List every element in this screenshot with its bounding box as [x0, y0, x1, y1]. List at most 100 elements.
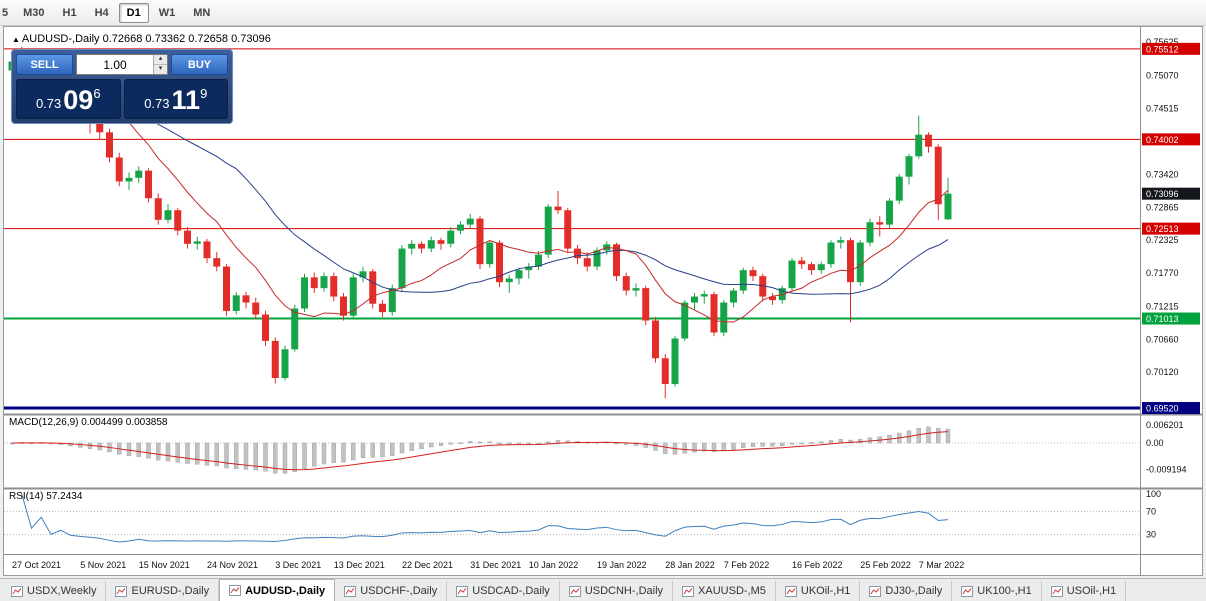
buy-price-display[interactable]: 0.73 11 9 [123, 79, 228, 119]
svg-text:27 Oct 2021: 27 Oct 2021 [12, 560, 61, 570]
chart-tab-usdx-weekly[interactable]: USDX,Weekly [2, 581, 107, 601]
price-axis[interactable]: 0.75625 0.75070 0.74515 0.73420 0.72865 0.723… [1142, 37, 1200, 540]
svg-text:5 Nov 2021: 5 Nov 2021 [80, 560, 126, 570]
svg-text:-0.009194: -0.009194 [1146, 465, 1187, 475]
svg-text:0.70660: 0.70660 [1146, 335, 1179, 345]
chart-icon [344, 585, 357, 597]
volume-stepper[interactable]: ▴ ▾ [76, 54, 168, 75]
svg-text:0.71215: 0.71215 [1146, 301, 1179, 311]
chart-tab-uk100-h1[interactable]: UK100-,H1 [952, 581, 1042, 601]
chart-icon [869, 585, 882, 597]
svg-text:0.71013: 0.71013 [1146, 314, 1179, 324]
svg-text:24 Nov 2021: 24 Nov 2021 [207, 560, 258, 570]
level-lines[interactable] [4, 48, 1140, 410]
svg-text:28 Jan 2022: 28 Jan 2022 [665, 560, 715, 570]
chart-icon [568, 585, 581, 597]
timeframe-toolbar: 5 M30 H1 H4 D1 W1 MN [0, 0, 1206, 26]
svg-text:10 Jan 2022: 10 Jan 2022 [529, 560, 579, 570]
chart-tab-usoil-h1[interactable]: USOil-,H1 [1042, 581, 1127, 601]
sell-price-big: 09 [63, 85, 94, 115]
chart-tab-label: UKOil-,H1 [800, 585, 851, 597]
chart-tab-xauusd-m5[interactable]: XAUUSD-,M5 [673, 581, 776, 601]
chart-icon [1050, 585, 1063, 597]
timeframe-button-H4[interactable]: H4 [87, 3, 117, 23]
rsi-indicator-label: RSI(14) 57.2434 [9, 491, 83, 502]
svg-text:0.72865: 0.72865 [1146, 203, 1179, 213]
svg-text:0.73096: 0.73096 [1146, 189, 1179, 199]
chart-icon [682, 585, 695, 597]
svg-text:3 Dec 2021: 3 Dec 2021 [275, 560, 321, 570]
timeframe-button-M30[interactable]: M30 [15, 3, 52, 23]
svg-text:19 Jan 2022: 19 Jan 2022 [597, 560, 647, 570]
chart-tab-usdchf-daily[interactable]: USDCHF-,Daily [335, 581, 448, 601]
svg-text:100: 100 [1146, 489, 1161, 499]
sell-price-prefix: 0.73 [35, 96, 62, 111]
svg-text:0.75512: 0.75512 [1146, 44, 1179, 54]
chart-icon [961, 585, 974, 597]
svg-text:25 Feb 2022: 25 Feb 2022 [860, 560, 911, 570]
candlesticks [8, 46, 952, 399]
timeframe-button-H1[interactable]: H1 [55, 3, 85, 23]
ma-slow-line [11, 55, 949, 295]
chart-icon [784, 585, 797, 597]
ohlc-values: 0.72668 0.73362 0.72658 0.73096 [102, 33, 271, 45]
chart-icon [11, 585, 23, 597]
svg-text:0.72513: 0.72513 [1146, 224, 1179, 234]
date-axis[interactable]: 27 Oct 2021 5 Nov 2021 15 Nov 2021 24 Nov 2… [12, 560, 964, 570]
timeframe-button-5[interactable]: 5 [0, 3, 13, 23]
volume-increase-button[interactable]: ▴ [154, 55, 167, 65]
svg-text:70: 70 [1146, 506, 1156, 516]
chart-tab-bar: USDX,Weekly EURUSD-,Daily AUDUSD-,Daily USD… [0, 578, 1206, 601]
price-chart: 0.75625 0.75070 0.74515 0.73420 0.72865 0.723… [4, 27, 1202, 575]
chart-tab-label: XAUUSD-,M5 [698, 585, 766, 597]
chart-tab-label: USDCNH-,Daily [584, 585, 664, 597]
macd-signal-line [11, 431, 949, 471]
buy-price-big: 11 [171, 85, 201, 115]
timeframe-button-D1[interactable]: D1 [118, 2, 149, 23]
chart-icon [229, 585, 242, 596]
chart-tab-label: AUDUSD-,Daily [245, 584, 326, 597]
chart-tab-dj30-daily[interactable]: DJ30-,Daily [860, 581, 953, 601]
svg-text:0.00: 0.00 [1146, 438, 1164, 448]
collapse-arrow-icon[interactable]: ▲ [12, 35, 20, 44]
chart-tab-usdcnh-daily[interactable]: USDCNH-,Daily [560, 581, 674, 601]
chart-tab-label: EURUSD-,Daily [131, 585, 210, 597]
chart-tab-label: USDCAD-,Daily [472, 585, 550, 597]
sell-price-sup: 6 [93, 86, 101, 101]
volume-spinner[interactable]: ▴ ▾ [153, 55, 167, 74]
chart-tab-label: USDCHF-,Daily [360, 585, 438, 597]
buy-price-prefix: 0.73 [144, 96, 170, 111]
chart-tab-ukoil-h1[interactable]: UKOil-,H1 [776, 581, 861, 601]
ma-fast-line [11, 55, 949, 323]
chart-icon [456, 585, 469, 597]
svg-text:0.74515: 0.74515 [1146, 104, 1179, 114]
chart-tab-eurusd-daily[interactable]: EURUSD-,Daily [106, 581, 220, 601]
macd-histogram [9, 426, 951, 474]
svg-text:0.74002: 0.74002 [1146, 135, 1179, 145]
sell-button[interactable]: SELL [16, 54, 73, 75]
panel-separators[interactable] [4, 27, 1202, 575]
volume-input[interactable] [77, 55, 153, 74]
timeframe-button-W1[interactable]: W1 [151, 3, 184, 23]
buy-button[interactable]: BUY [171, 54, 228, 75]
svg-text:0.69520: 0.69520 [1146, 404, 1179, 414]
chart-tab-label: USOil-,H1 [1066, 585, 1117, 597]
chart-tab-audusd-daily[interactable]: AUDUSD-,Daily [219, 579, 336, 601]
sell-price-display[interactable]: 0.73 09 6 [16, 79, 121, 119]
svg-text:22 Dec 2021: 22 Dec 2021 [402, 560, 453, 570]
macd-indicator-label: MACD(12,26,9) 0.004499 0.003858 [9, 417, 168, 428]
volume-decrease-button[interactable]: ▾ [154, 65, 167, 74]
chart-tab-label: USDX,Weekly [27, 585, 97, 597]
timeframe-button-MN[interactable]: MN [185, 3, 218, 23]
svg-text:31 Dec 2021: 31 Dec 2021 [470, 560, 521, 570]
svg-text:0.75070: 0.75070 [1146, 70, 1179, 80]
chart-tab-label: UK100-,H1 [977, 585, 1032, 597]
svg-text:0.72325: 0.72325 [1146, 235, 1179, 245]
chart-tab-usdcad-daily[interactable]: USDCAD-,Daily [447, 581, 560, 601]
svg-text:7 Feb 2022: 7 Feb 2022 [724, 560, 770, 570]
svg-text:0.006201: 0.006201 [1146, 420, 1184, 430]
svg-text:30: 30 [1146, 530, 1156, 540]
svg-text:0.70120: 0.70120 [1146, 367, 1179, 377]
buy-price-sup: 9 [200, 86, 208, 101]
